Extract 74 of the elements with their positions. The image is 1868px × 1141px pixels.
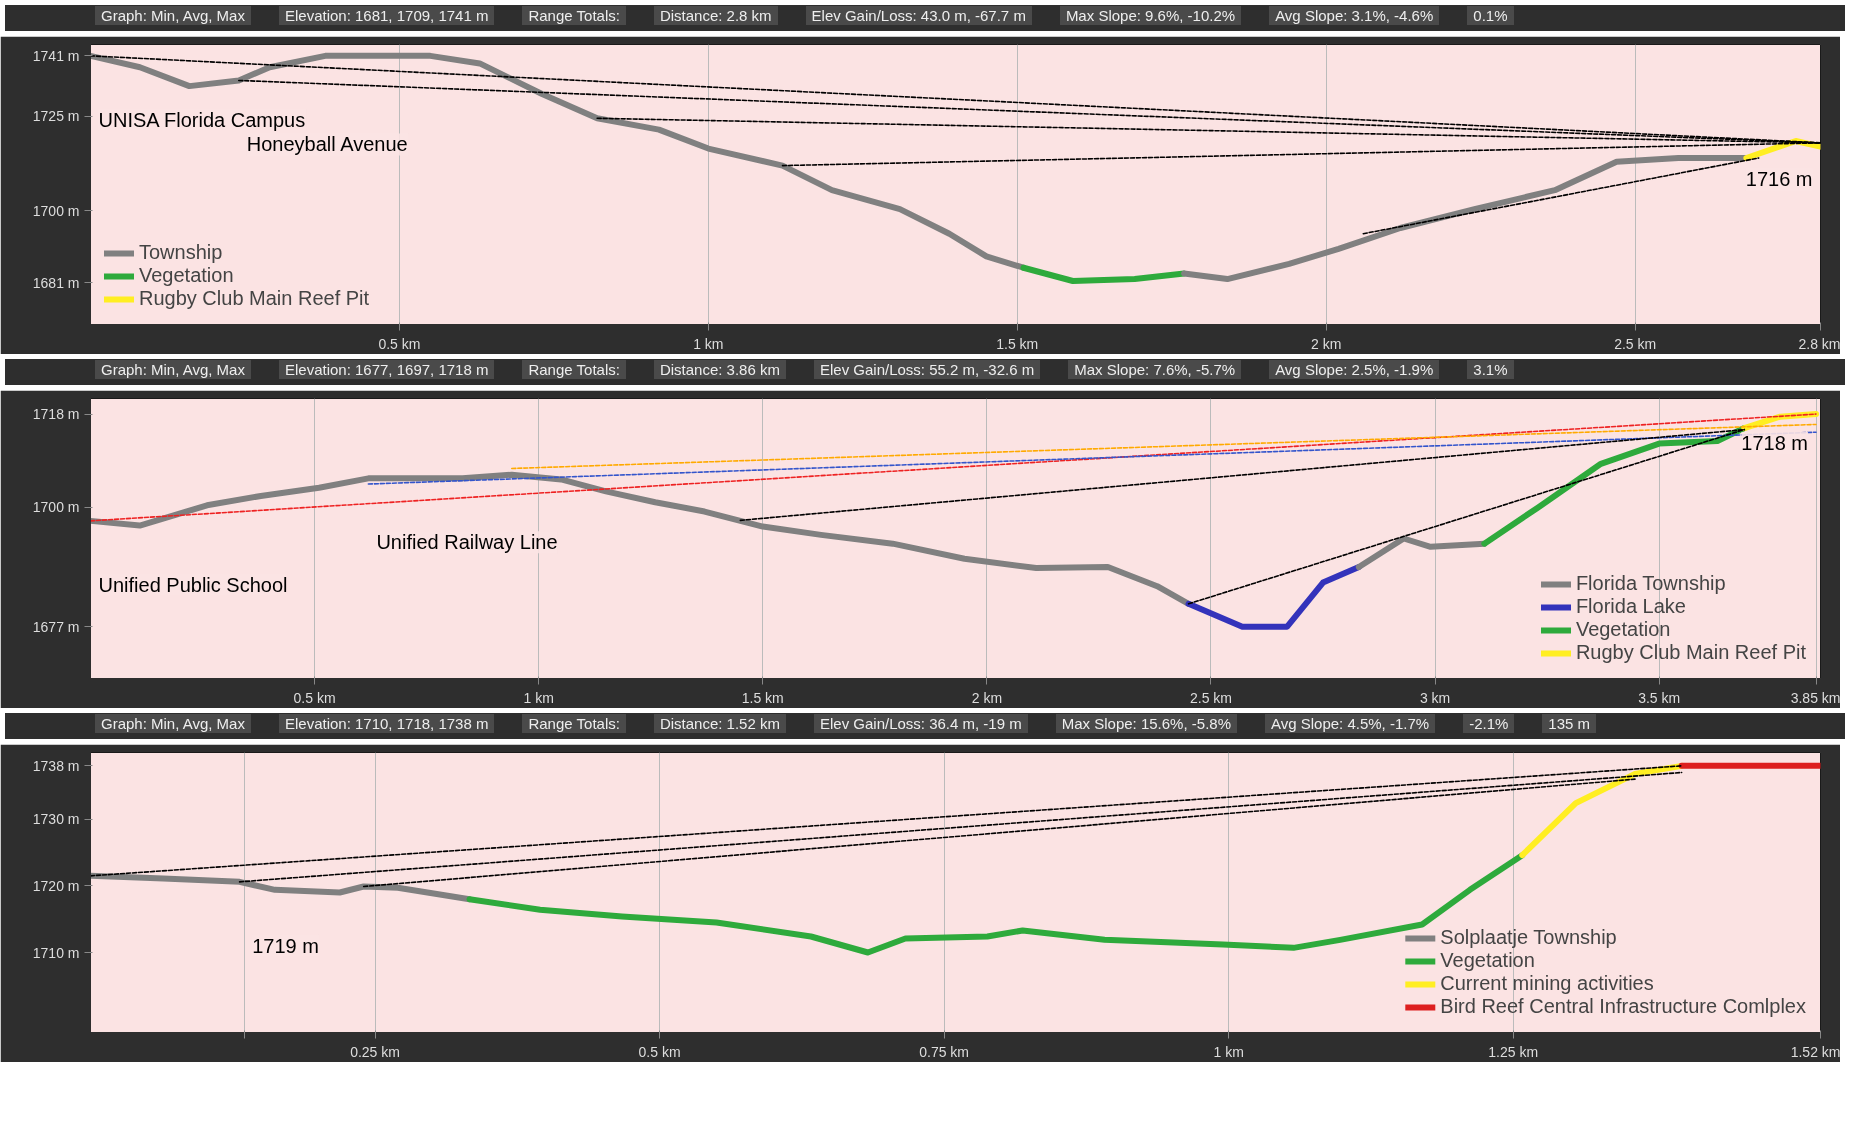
text: Elevation: 1710, 1718, 1738 m [278,714,495,733]
text: Max Slope: 7.6%, -5.7% [1068,360,1242,379]
text: Range Totals: [522,360,626,379]
text: Distance: 2.8 km [653,6,778,25]
x-tick-label: 1.5 km [996,335,1039,352]
text: 3.1% [1467,360,1514,379]
annotation: Unified Public School [98,573,288,596]
y-tick-label: 1700 m [32,499,80,516]
legend-label: Rugby Club Main Reef Pit [139,287,370,310]
legend-label: Vegetation [1575,618,1671,641]
text: Elev Gain/Loss: 55.2 m, -32.6 m [813,360,1041,379]
x-tick-label: 1.25 km [1488,1043,1539,1060]
y-tick-label: 1677 m [32,618,80,635]
text: Graph: Min, Avg, Max [95,6,251,25]
x-tick-label: 0.5 km [378,335,421,352]
text: Elevation: 1681, 1709, 1741 m [278,6,495,25]
x-tick-label: 3.5 km [1638,689,1681,706]
x-tick-label: 2 km [971,689,1003,706]
x-tick-label: 3 km [1419,689,1451,706]
x-tick-label: 1 km [693,335,724,352]
text: Elev Gain/Loss: 36.4 m, -19 m [813,714,1028,733]
text: Elevation: 1677, 1697, 1718 m [278,360,495,379]
annotation: Unified Railway Line [376,531,558,554]
x-tick-label: 3.85 km [1790,689,1841,706]
legend-label: Township [139,241,223,264]
text: Range Totals: [522,714,626,733]
x-tick-label: 1 km [523,689,554,706]
annotation: 1718 m [1741,432,1809,455]
x-tick-label: 2.5 km [1614,335,1657,352]
legend-label: Solplaatje Township [1440,926,1617,949]
x-tick-label: 1.52 km [1790,1043,1841,1060]
y-tick-label: 1741 m [32,47,80,64]
x-tick-label: 0.25 km [350,1043,400,1060]
text: 135 m [1542,714,1597,733]
text: Avg Slope: 2.5%, -1.9% [1269,360,1440,379]
text: Range Totals: [522,6,626,25]
y-tick-label: 1681 m [32,274,80,291]
y-tick-label: 1718 m [32,406,80,423]
text: Elev Gain/Loss: 43.0 m, -67.7 m [805,6,1032,25]
x-tick-label: 2.8 km [1798,335,1841,352]
legend-label: Bird Reef Central Infrastructure Comlplex [1440,995,1806,1018]
x-tick-label: 0.75 km [919,1043,970,1060]
x-tick-label: 0.5 km [293,689,336,706]
annotation: 1716 m [1745,168,1813,191]
legend-label: Vegetation [1440,949,1535,972]
text: -2.1% [1463,714,1515,733]
text: Avg Slope: 3.1%, -4.6% [1269,6,1440,25]
y-tick-label: 1725 m [32,108,80,125]
y-tick-label: 1730 m [32,811,80,828]
text: Graph: Min, Avg, Max [95,360,251,379]
text: Distance: 1.52 km [653,714,786,733]
y-tick-label: 1738 m [32,757,80,774]
y-tick-label: 1700 m [32,202,80,219]
text: 0.1% [1467,6,1514,25]
annotation: Honeyball Avenue [246,133,408,156]
x-tick-label: 1.5 km [741,689,784,706]
x-tick-label: 2 km [1311,335,1342,352]
text: Distance: 3.86 km [653,360,786,379]
legend-label: Rugby Club Main Reef Pit [1575,641,1806,664]
annotation: UNISA Florida Campus [98,108,306,131]
x-tick-label: 1 km [1213,1043,1244,1060]
x-tick-label: 0.5 km [638,1043,681,1060]
y-tick-label: 1720 m [32,877,80,894]
legend-label: Current mining activities [1440,972,1654,995]
y-tick-label: 1710 m [32,944,80,961]
text: Graph: Min, Avg, Max [95,714,251,733]
annotation: 1719 m [252,934,319,957]
text: Max Slope: 9.6%, -10.2% [1059,6,1242,25]
text: Avg Slope: 4.5%, -1.7% [1264,714,1436,733]
legend-label: Florida Township [1575,572,1726,595]
legend-label: Florida Lake [1575,595,1686,618]
legend-label: Vegetation [139,264,234,287]
x-tick-label: 2.5 km [1189,689,1232,706]
text: Max Slope: 15.6%, -5.8% [1055,714,1237,733]
